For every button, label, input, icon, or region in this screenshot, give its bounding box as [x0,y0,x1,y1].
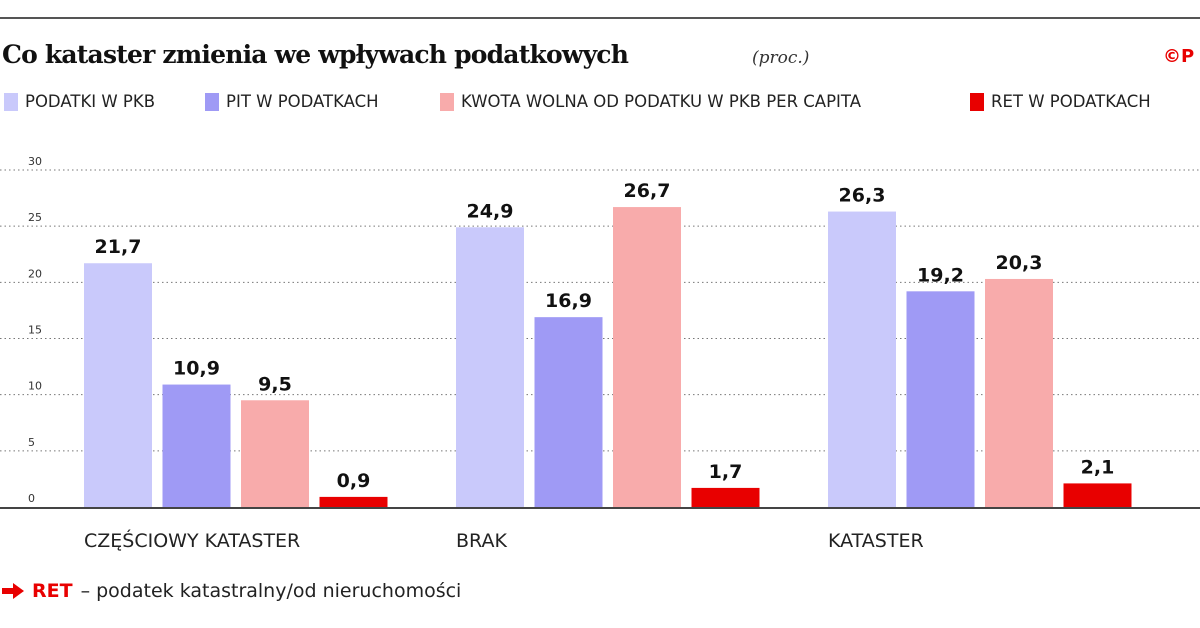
y-tick-label: 15 [28,324,42,337]
bar [456,227,524,508]
legend-swatch [970,92,984,111]
legend-label: KWOTA WOLNA OD PODATKU W PKB PER CAPITA [461,92,861,111]
legend-swatch [4,92,18,111]
bar [162,384,231,507]
bar [691,487,760,507]
y-tick-label: 20 [28,267,42,280]
x-category-label: KATASTER [828,530,924,552]
footnote-text: – podatek katastralny/od nieruchomości [80,580,462,602]
chart-title: Co kataster zmienia we wpływach podatkow… [2,40,629,69]
legend-label: PODATKI W PKB [25,92,156,111]
y-tick-label: 5 [28,436,35,449]
bar [828,211,896,507]
bar [906,291,975,507]
data-label: 20,3 [996,252,1043,274]
y-tick-label: 0 [28,492,35,505]
chart-unit: (proc.) [752,48,810,68]
footnote-term: RET [32,580,73,602]
legend-item: PODATKI W PKB [4,92,155,111]
bar [613,207,681,507]
legend-item: RET W PODATKACH [970,92,1151,111]
publisher-logo: ©P [1163,46,1195,67]
legend-item: PIT W PODATKACH [205,92,379,111]
data-label: 1,7 [709,461,743,483]
data-label: 10,9 [173,358,220,380]
x-category-label: CZĘŚCIOWY KATASTER [84,528,300,552]
bar [241,400,309,507]
data-label: 9,5 [258,373,292,395]
data-label: 21,7 [95,236,142,258]
legend-label: RET W PODATKACH [991,92,1151,111]
x-category-label: BRAK [456,530,507,552]
legend-swatch [440,92,454,111]
footnote: RET – podatek katastralny/od nieruchomoś… [2,580,461,602]
bar [985,278,1053,507]
data-label: 26,3 [839,185,886,207]
legend-swatch [205,92,219,111]
data-label: 16,9 [545,290,592,312]
data-label: 0,9 [337,470,371,492]
data-label: 24,9 [467,200,514,222]
bar [534,317,603,507]
bar [1063,483,1132,507]
data-label: 2,1 [1081,456,1115,478]
legend: PODATKI W PKB PIT W PODATKACH KWOTA WOLNA … [0,92,1200,116]
bar [84,263,152,507]
data-label: 26,7 [624,180,671,202]
y-tick-label: 25 [28,211,42,224]
y-tick-label: 10 [28,380,42,393]
legend-item: KWOTA WOLNA OD PODATKU W PKB PER CAPITA [440,92,861,111]
legend-label: PIT W PODATKACH [226,92,379,111]
arrow-right-icon [2,583,24,599]
data-label: 19,2 [917,264,964,286]
bar [319,496,388,507]
y-tick-label: 30 [28,155,42,168]
top-rule [0,17,1200,19]
